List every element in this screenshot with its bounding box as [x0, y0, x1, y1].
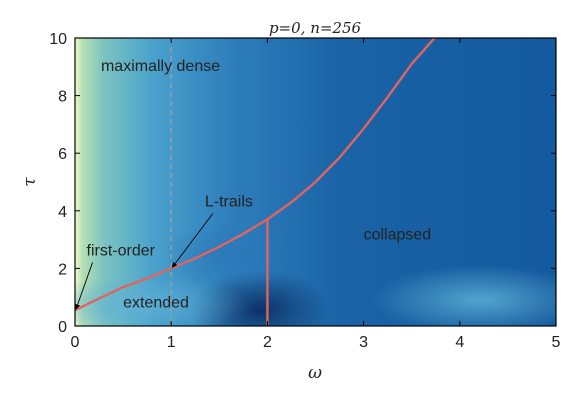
x-tick-label: 2: [263, 334, 272, 351]
plot-frame: [74, 37, 557, 327]
y-tick-label: 0: [58, 319, 67, 336]
region-label: extended: [123, 294, 189, 311]
x-tick-label: 5: [552, 334, 561, 351]
region-labels: maximally dense extended collapsed first-or…: [75, 58, 432, 311]
y-tick-label: 8: [58, 89, 67, 106]
x-tick-label: 4: [455, 334, 464, 351]
x-axis: 0 1 2 3 4 5: [71, 38, 561, 351]
y-tick-label: 2: [58, 261, 67, 278]
y-axis-label: τ: [20, 177, 40, 187]
chart-title: p=0, n=256: [269, 19, 362, 37]
x-axis-label: ω: [308, 363, 322, 383]
region-label: maximally dense: [101, 58, 220, 75]
x-tick-label: 3: [359, 334, 368, 351]
x-tick-label: 0: [71, 334, 80, 351]
x-tick-label: 1: [167, 334, 176, 351]
transition-curve: [75, 38, 437, 312]
annotation-arrow: [171, 213, 214, 268]
region-label: first-order: [87, 242, 156, 259]
y-tick-label: 10: [49, 31, 67, 48]
region-label: L-trails: [205, 193, 253, 210]
region-label: collapsed: [364, 227, 432, 244]
y-tick-label: 6: [58, 146, 67, 163]
y-tick-label: 4: [58, 204, 67, 221]
heatmap-field: [75, 38, 556, 326]
boundary-layer: [75, 38, 437, 326]
y-axis: 0 2 4 6 8 10: [49, 31, 556, 336]
annotation-arrow: [75, 262, 93, 310]
